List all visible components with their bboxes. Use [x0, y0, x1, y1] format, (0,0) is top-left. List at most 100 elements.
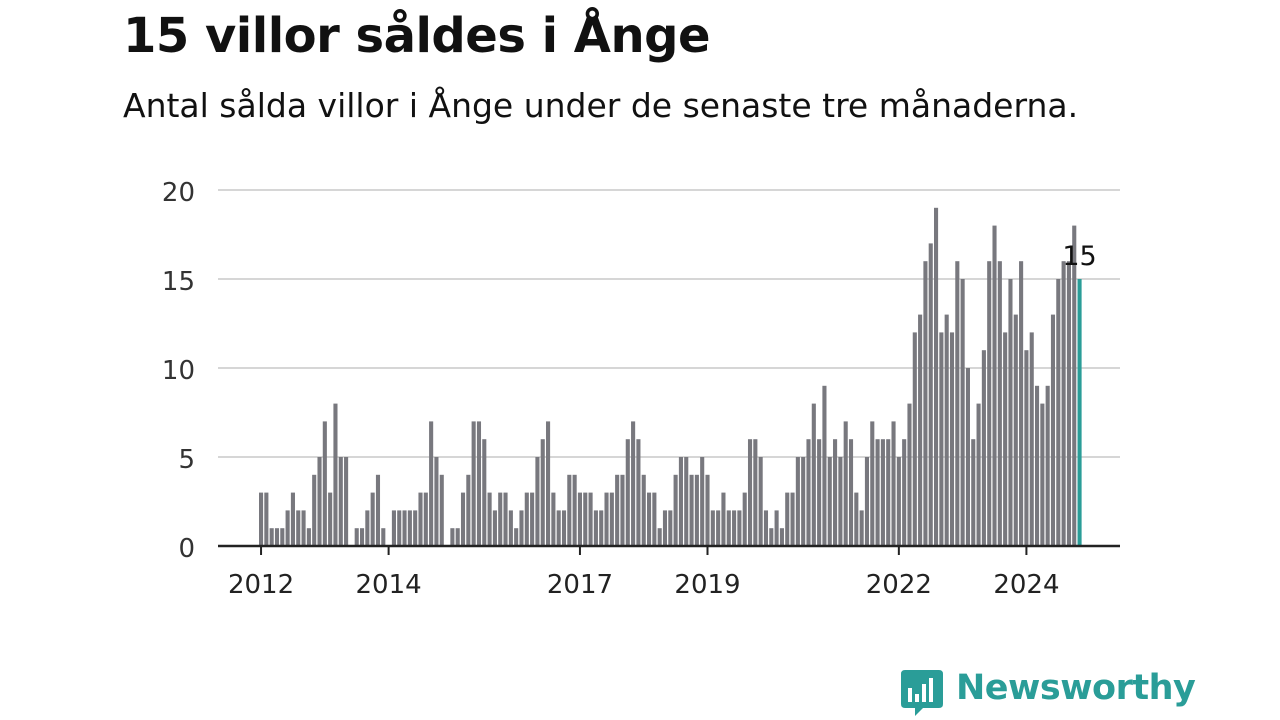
bar	[269, 528, 274, 546]
bar	[540, 439, 545, 546]
bar	[1072, 225, 1077, 546]
bar	[407, 510, 412, 546]
x-tick-label: 2024	[993, 570, 1059, 600]
bar	[1050, 314, 1056, 546]
bar	[870, 421, 875, 546]
bar	[907, 403, 912, 546]
bar	[530, 492, 535, 546]
bar	[375, 474, 381, 546]
bar	[934, 207, 939, 547]
x-tick-label: 2012	[228, 570, 294, 600]
bar	[668, 510, 673, 546]
bar	[524, 492, 529, 546]
bar	[657, 528, 662, 546]
bar	[902, 439, 907, 546]
bar	[609, 492, 614, 546]
bar	[391, 510, 396, 546]
bar	[859, 510, 864, 546]
y-tick-label: 20	[162, 178, 195, 208]
bar	[923, 261, 928, 546]
bar	[439, 474, 444, 546]
x-axis-ticks: 2012 2014 2017 2019 2022 2024	[228, 546, 1059, 600]
last-value-annotation: 15	[1062, 241, 1096, 272]
bar	[705, 474, 710, 546]
bar	[641, 474, 646, 546]
bar	[971, 439, 976, 546]
bar	[402, 510, 407, 546]
bar	[785, 492, 790, 546]
bar	[259, 492, 264, 546]
bar	[673, 474, 678, 546]
bar	[1003, 332, 1008, 546]
bar	[790, 492, 795, 546]
bar	[274, 528, 280, 546]
x-tick-label: 2014	[356, 570, 422, 600]
bar	[370, 492, 375, 546]
y-tick-label: 0	[178, 534, 195, 564]
bar	[678, 457, 683, 546]
bar	[1029, 332, 1034, 546]
bar	[647, 492, 652, 546]
bar	[498, 492, 503, 546]
bar	[583, 492, 588, 546]
bar	[359, 528, 365, 546]
bar	[460, 492, 466, 546]
bar	[886, 439, 891, 546]
bar	[992, 225, 997, 546]
bar	[487, 492, 492, 546]
y-tick-label: 10	[162, 356, 195, 386]
bar	[551, 492, 556, 546]
x-tick-label: 2017	[547, 570, 613, 600]
bar-highlighted	[1077, 279, 1082, 546]
bar	[880, 439, 885, 546]
bar	[806, 439, 811, 546]
bar	[732, 510, 737, 546]
bar	[1066, 261, 1071, 546]
bar	[721, 492, 726, 546]
bar	[965, 368, 970, 546]
bar	[1045, 385, 1050, 546]
bar	[471, 421, 476, 546]
bar	[423, 492, 428, 546]
bar	[955, 261, 960, 546]
bar	[779, 528, 784, 546]
bar	[429, 421, 434, 546]
bar	[535, 457, 540, 546]
bar	[891, 421, 896, 546]
bar	[1024, 350, 1029, 546]
bar	[301, 510, 306, 546]
x-tick-label: 2022	[866, 570, 932, 600]
bar	[365, 510, 370, 546]
bar	[476, 421, 482, 546]
bar	[317, 457, 322, 546]
bar	[577, 492, 582, 546]
bar	[997, 261, 1002, 546]
bar	[636, 439, 641, 546]
bar	[290, 492, 295, 546]
bar-chart-speech-bubble-icon	[901, 670, 943, 716]
y-axis-labels: 0 5 10 15 20	[162, 178, 195, 564]
bar	[928, 243, 933, 546]
bar	[519, 510, 524, 546]
bar	[769, 528, 774, 546]
bar	[763, 510, 769, 546]
bar	[413, 510, 418, 546]
bar	[689, 474, 694, 546]
bar	[737, 510, 742, 546]
bar	[700, 457, 705, 546]
bar	[322, 421, 327, 546]
bar	[492, 510, 497, 546]
bar	[801, 457, 806, 546]
bar	[503, 492, 508, 546]
bar	[694, 474, 699, 546]
bar	[306, 528, 311, 546]
chart-subtitle: Antal sålda villor i Ånge under de senas…	[123, 86, 1079, 125]
bar	[662, 510, 668, 546]
bar	[455, 528, 460, 546]
bar	[747, 439, 753, 546]
bar	[338, 457, 343, 546]
y-tick-label: 5	[178, 445, 195, 475]
chart-title: 15 villor såldes i Ånge	[123, 8, 711, 64]
bar	[822, 385, 827, 546]
bar	[838, 457, 843, 546]
